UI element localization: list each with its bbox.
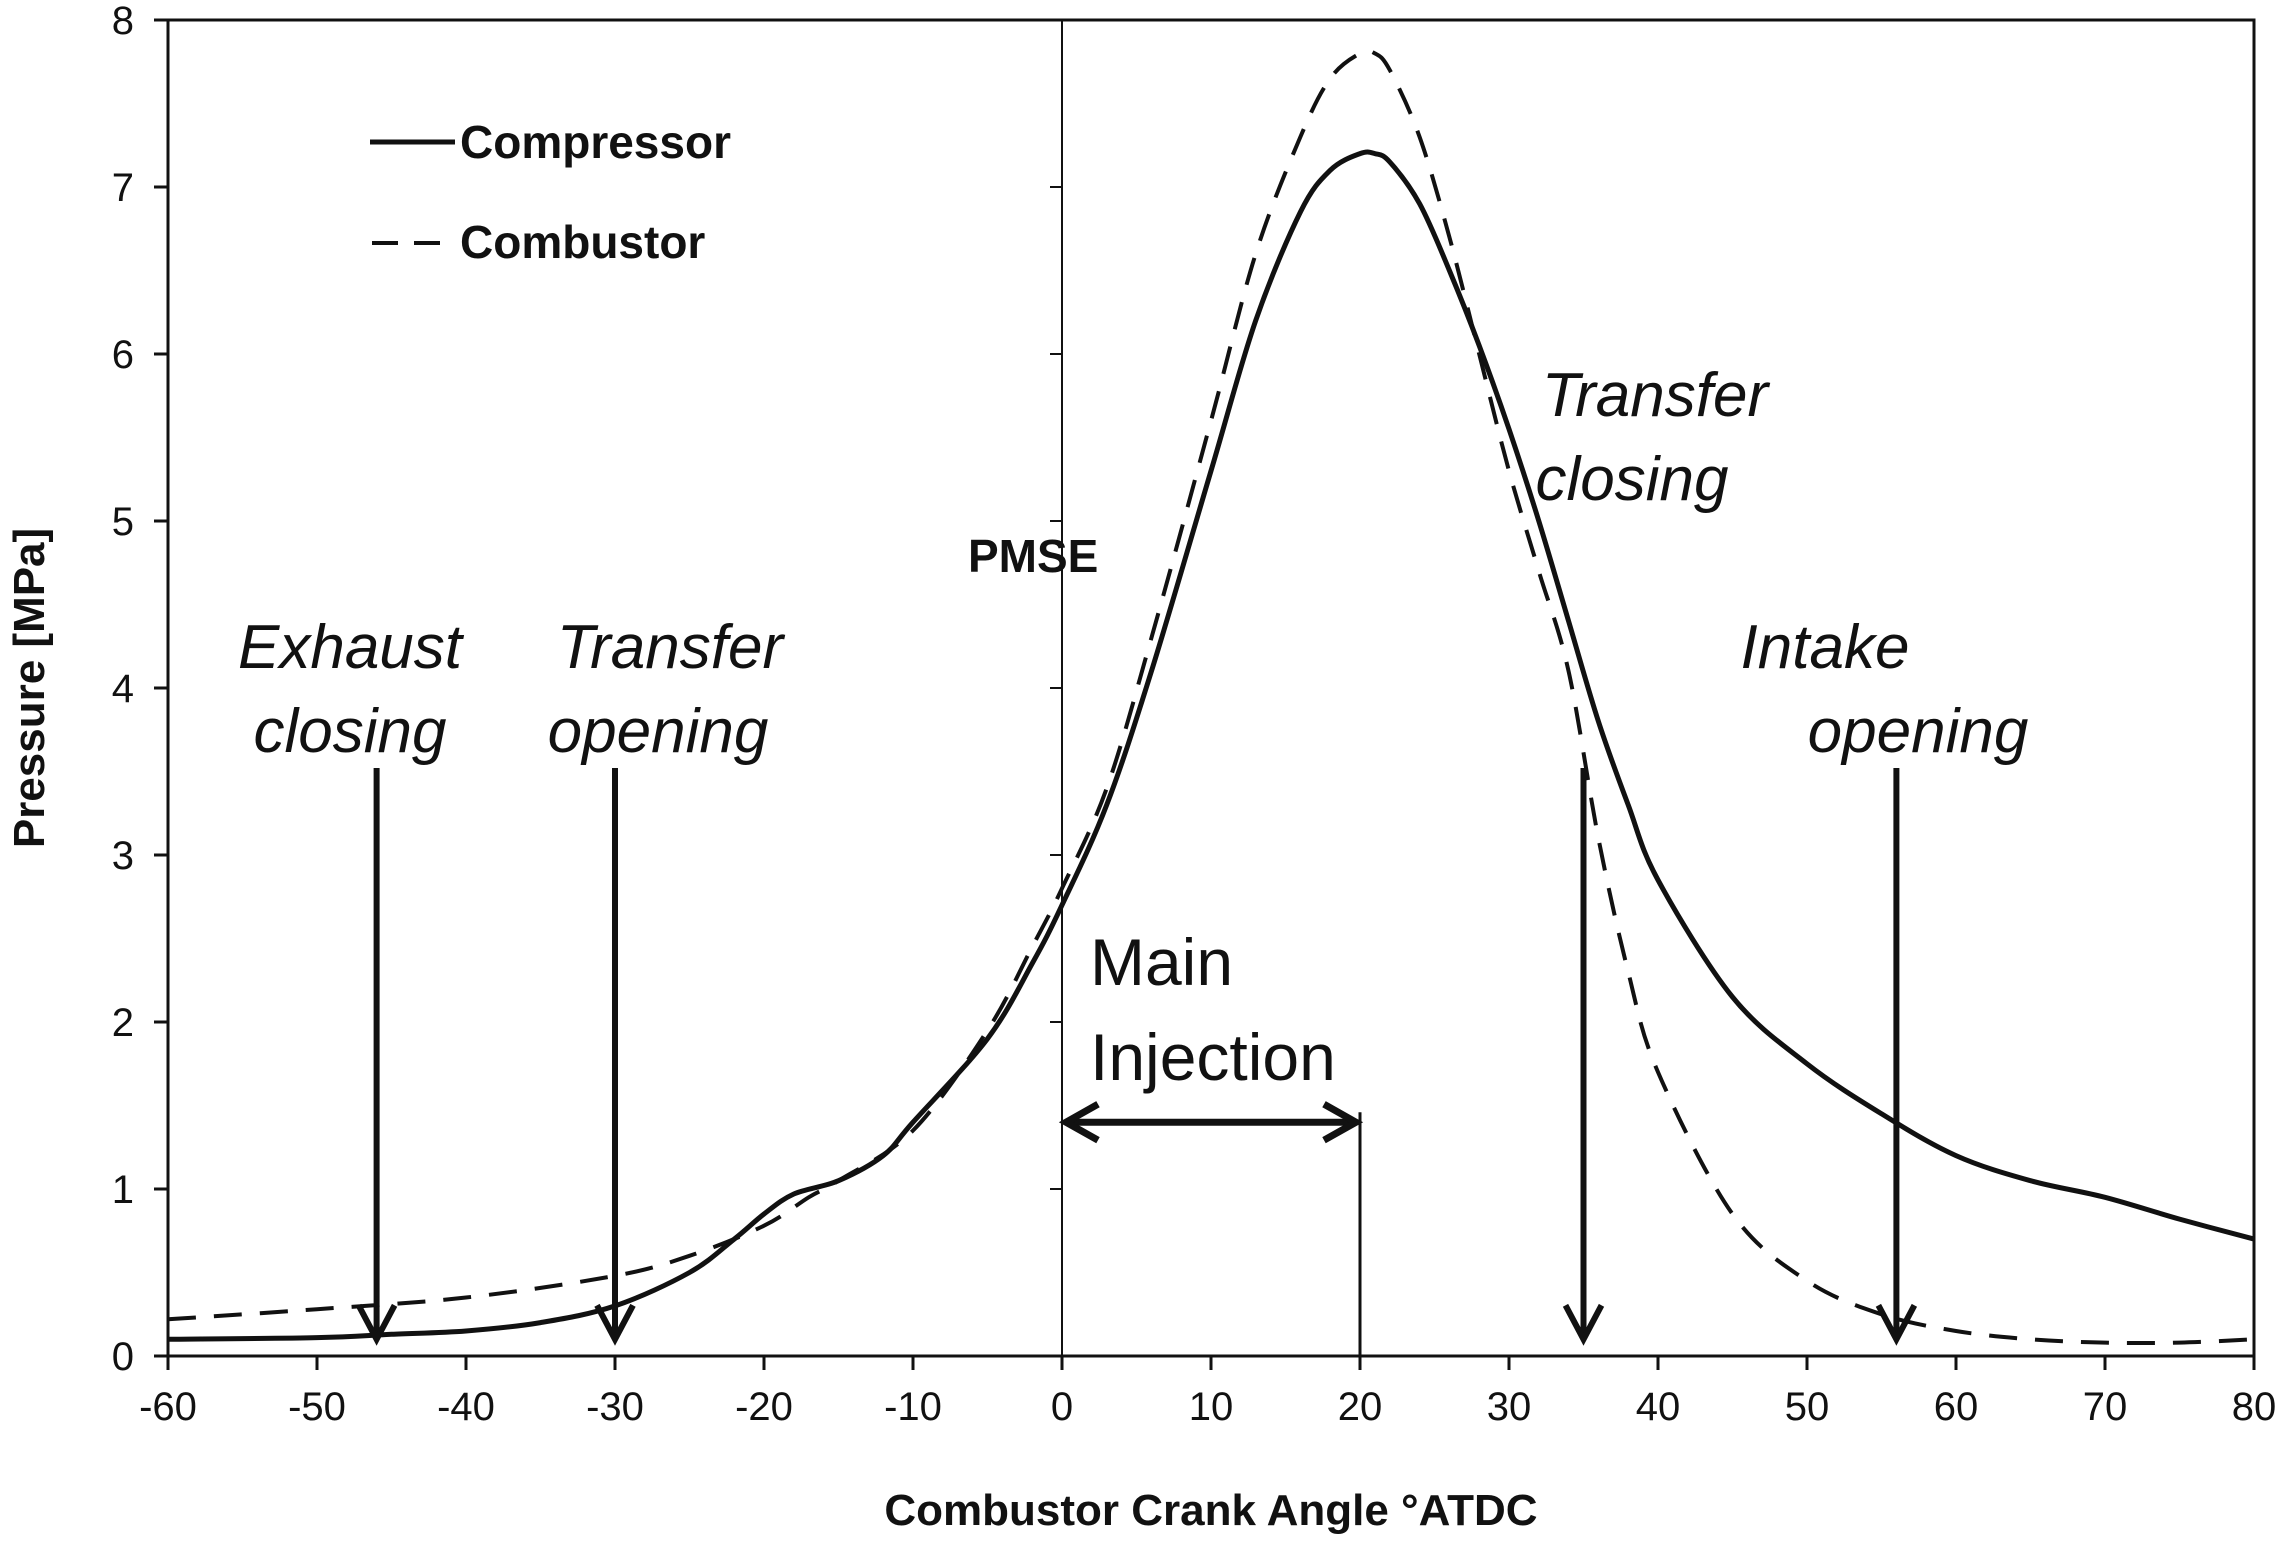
transfer-closing-arrowhead [1562,1303,1605,1346]
y-axis-title: Pressure [MPa] [5,528,54,848]
x-tick-label: 30 [1487,1385,1532,1429]
x-tick-label: -50 [288,1385,346,1429]
intake-opening-arrowhead [1875,1303,1918,1346]
intake-opening-label-line1: Intake [1741,613,1910,682]
series-combustor-line [167,48,2255,1346]
x-tick-label: 40 [1636,1385,1681,1429]
x-tick-label: -30 [586,1385,644,1429]
main-injection-arrowhead-right [1322,1101,1364,1144]
x-tick-label: 0 [1051,1385,1073,1429]
y-tick-label: 8 [112,0,134,43]
x-tick-label: 60 [1934,1385,1979,1429]
exhaust-closing-label-line1: Exhaust [238,613,465,682]
exhaust-closing-arrowhead [355,1303,398,1346]
y-tick-label: 1 [112,1168,134,1212]
legend: Compressor Combustor [370,116,731,268]
y-tick-label: 2 [112,1001,134,1045]
annotation-layer [355,768,1918,1356]
main-injection-label-line2: Injection [1090,1020,1336,1094]
y-tick-label: 7 [112,166,134,210]
y-tick-label: 4 [112,667,134,711]
transfer-opening-label-line2: opening [548,697,769,766]
axes-ticks: -60 -50 -40 -30 -20 -10 0 10 20 30 40 50 60 70 80 0 1 2 3 4… [112,0,2277,1429]
pmse-label: PMSE [968,530,1098,582]
y-tick-label: 0 [112,1335,134,1379]
y-tick-label: 3 [112,834,134,878]
x-tick-label: 70 [2083,1385,2128,1429]
transfer-closing-label-line1: Transfer [1542,361,1771,430]
x-tick-label: 80 [2232,1385,2277,1429]
y-tick-label: 5 [112,500,134,544]
transfer-opening-label-line1: Transfer [557,613,786,682]
main-injection-arrowhead-left [1058,1101,1100,1144]
legend-label-compressor: Compressor [460,116,731,168]
transfer-closing-label-line2: closing [1536,445,1729,514]
x-tick-label: 10 [1189,1385,1234,1429]
y-tick-label: 6 [112,333,134,377]
exhaust-closing-label-line2: closing [254,697,447,766]
series-layer [167,48,2255,1346]
legend-label-combustor: Combustor [460,216,705,268]
x-tick-label: -20 [735,1385,793,1429]
x-axis-title: Combustor Crank Angle °ATDC [884,1486,1537,1535]
x-tick-label: 20 [1338,1385,1383,1429]
x-tick-label: -10 [884,1385,942,1429]
intake-opening-label-line2: opening [1808,697,2029,766]
x-tick-label: 50 [1785,1385,1830,1429]
main-injection-label-line1: Main [1090,925,1233,999]
transfer-opening-arrowhead [594,1303,636,1346]
x-tick-label: -60 [139,1385,197,1429]
x-tick-label: -40 [437,1385,495,1429]
